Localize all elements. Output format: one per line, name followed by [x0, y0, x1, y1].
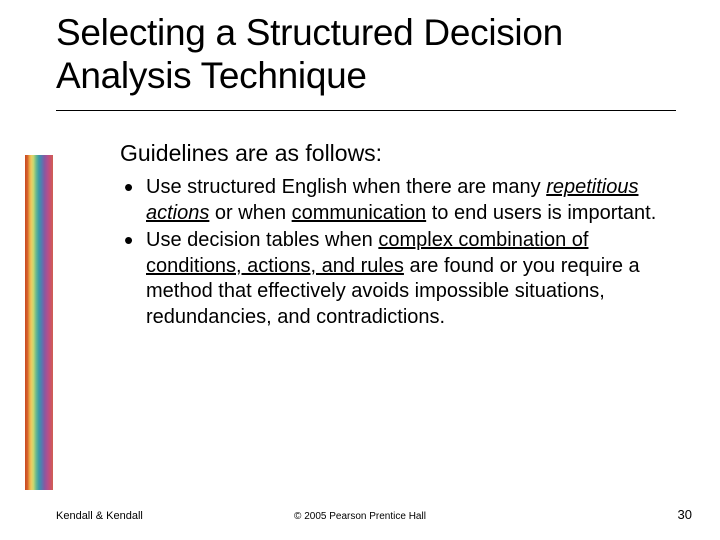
- emphasis-underline: communication: [292, 202, 427, 224]
- bullet-list: Use structured English when there are ma…: [120, 175, 675, 331]
- bullet-text-segment: to end users is important.: [426, 202, 656, 224]
- slide: Selecting a Structured Decision Analysis…: [0, 0, 720, 540]
- slide-number: 30: [678, 507, 692, 522]
- bullet-text-segment: Use structured English when there are ma…: [146, 176, 546, 198]
- slide-title: Selecting a Structured Decision Analysis…: [56, 12, 686, 97]
- title-underline: [56, 110, 676, 111]
- list-item: Use decision tables when complex combina…: [146, 228, 675, 330]
- lead-text: Guidelines are as follows:: [120, 140, 675, 167]
- content-block: Guidelines are as follows: Use structure…: [120, 140, 675, 333]
- bullet-text-segment: or when: [209, 202, 291, 224]
- list-item: Use structured English when there are ma…: [146, 175, 675, 226]
- decorative-stripe: [25, 155, 53, 490]
- footer-copyright: © 2005 Pearson Prentice Hall: [0, 511, 720, 522]
- bullet-text-segment: Use decision tables when: [146, 229, 378, 251]
